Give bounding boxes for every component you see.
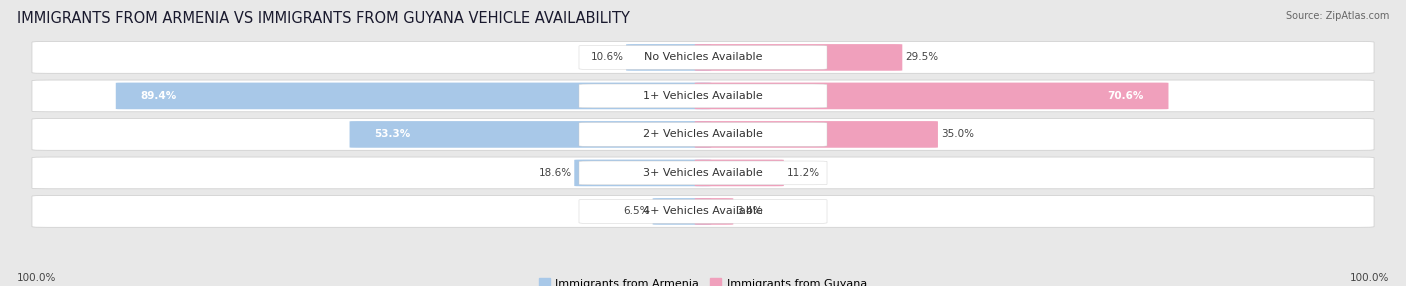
Text: No Vehicles Available: No Vehicles Available [644, 52, 762, 62]
Text: 2+ Vehicles Available: 2+ Vehicles Available [643, 130, 763, 139]
Text: 1+ Vehicles Available: 1+ Vehicles Available [643, 91, 763, 101]
FancyBboxPatch shape [32, 196, 1374, 227]
FancyBboxPatch shape [32, 157, 1374, 189]
FancyBboxPatch shape [579, 45, 827, 69]
FancyBboxPatch shape [695, 198, 734, 225]
Text: IMMIGRANTS FROM ARMENIA VS IMMIGRANTS FROM GUYANA VEHICLE AVAILABILITY: IMMIGRANTS FROM ARMENIA VS IMMIGRANTS FR… [17, 11, 630, 26]
Text: 100.0%: 100.0% [17, 273, 56, 283]
FancyBboxPatch shape [32, 119, 1374, 150]
Text: 4+ Vehicles Available: 4+ Vehicles Available [643, 206, 763, 217]
Text: 10.6%: 10.6% [591, 52, 623, 62]
FancyBboxPatch shape [350, 121, 711, 148]
FancyBboxPatch shape [579, 84, 827, 108]
FancyBboxPatch shape [115, 83, 711, 109]
Text: 6.5%: 6.5% [623, 206, 650, 217]
FancyBboxPatch shape [695, 121, 938, 148]
Text: 70.6%: 70.6% [1108, 91, 1143, 101]
Text: 100.0%: 100.0% [1350, 273, 1389, 283]
FancyBboxPatch shape [695, 160, 783, 186]
FancyBboxPatch shape [626, 44, 711, 71]
FancyBboxPatch shape [32, 80, 1374, 112]
FancyBboxPatch shape [579, 122, 827, 146]
Text: 35.0%: 35.0% [941, 130, 974, 139]
Text: 3+ Vehicles Available: 3+ Vehicles Available [643, 168, 763, 178]
FancyBboxPatch shape [652, 198, 711, 225]
FancyBboxPatch shape [574, 160, 711, 186]
FancyBboxPatch shape [695, 44, 903, 71]
Text: Source: ZipAtlas.com: Source: ZipAtlas.com [1285, 11, 1389, 21]
Text: 3.4%: 3.4% [737, 206, 762, 217]
Text: 18.6%: 18.6% [538, 168, 571, 178]
Legend: Immigrants from Armenia, Immigrants from Guyana: Immigrants from Armenia, Immigrants from… [534, 274, 872, 286]
FancyBboxPatch shape [579, 161, 827, 185]
Text: 53.3%: 53.3% [374, 130, 411, 139]
FancyBboxPatch shape [579, 200, 827, 223]
Text: 11.2%: 11.2% [786, 168, 820, 178]
FancyBboxPatch shape [695, 83, 1168, 109]
Text: 29.5%: 29.5% [905, 52, 938, 62]
Text: 89.4%: 89.4% [141, 91, 177, 101]
FancyBboxPatch shape [32, 41, 1374, 73]
